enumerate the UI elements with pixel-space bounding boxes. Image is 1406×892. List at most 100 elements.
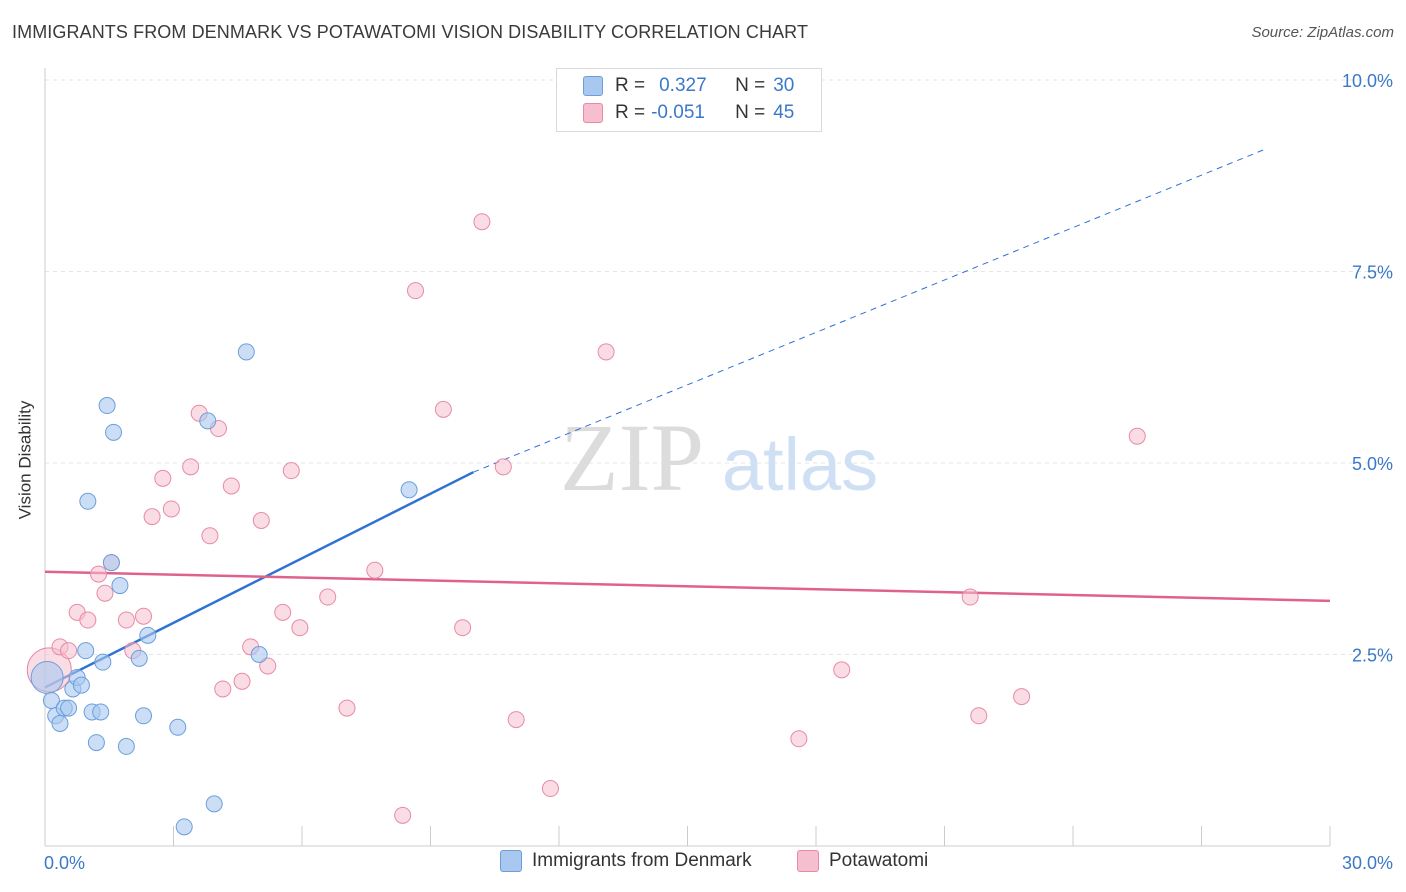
denmark-point [105,423,123,441]
potawatomi-point [135,607,153,625]
denmark-point [175,818,193,836]
potawatomi-point [60,642,78,660]
potawatomi-point [90,565,108,583]
potawatomi-point [319,588,337,606]
potawatomi-point [366,561,384,579]
potawatomi-point [291,619,309,637]
legend-n-label: N = [735,102,766,123]
denmark-point [139,626,157,644]
legend-r-value: 0.327 [659,75,707,96]
potawatomi-point [259,657,277,675]
potawatomi-point [214,680,232,698]
potawatomi-point [1013,688,1031,706]
legend-n-value: 45 [773,102,795,123]
potawatomi-point [494,458,512,476]
bottom-legend-denmark: Immigrants from Denmark [500,850,752,872]
denmark-point [205,795,223,813]
watermark-zip: ZIP [560,404,704,511]
trend-lines [44,148,1331,689]
denmark-point [135,707,153,725]
bottom-legend: Immigrants from Denmark Potawatomi [0,850,1406,878]
legend-swatch-denmark [583,76,603,96]
bottom-legend-label-denmark: Immigrants from Denmark [532,850,752,871]
watermark-atlas: atlas [722,423,878,506]
y-tick-label: 10.0% [1342,71,1393,91]
chart-title: IMMIGRANTS FROM DENMARK VS POTAWATOMI VI… [12,22,809,42]
grid-lines [45,79,1392,655]
denmark-point [51,714,69,732]
potawatomi-point [394,806,412,824]
source-note: Source: ZipAtlas.com [1251,24,1394,41]
legend-n-label: N = [735,75,766,96]
potawatomi-point [274,603,292,621]
potawatomi-point [162,500,180,518]
bottom-legend-swatch-denmark [500,850,522,872]
denmark-point [250,646,268,663]
denmark-point [30,660,64,694]
legend-swatch-potawatomi [583,103,603,123]
denmark-point [94,653,112,671]
y-axis-label: Vision Disability [15,400,35,520]
denmark-point [79,492,97,510]
potawatomi-point [143,508,161,526]
potawatomi-point [282,462,300,480]
denmark-point [77,642,95,660]
potawatomi-point [233,672,251,690]
potawatomi-point [454,619,472,637]
denmark-trend-line [44,471,474,689]
potawatomi-point [222,477,240,495]
y-tick-label: 2.5% [1352,646,1393,666]
bottom-legend-swatch-potawatomi [797,850,819,872]
potawatomi-point [117,611,135,629]
denmark-point [237,343,255,361]
y-axis-label-wrap: Vision Disability [10,300,40,620]
legend-n-value: 30 [773,75,795,96]
legend-r-label: R = [615,75,646,96]
denmark-point [111,577,129,595]
bottom-legend-potawatomi: Potawatomi [797,850,928,872]
denmark-point [199,412,217,430]
potawatomi-point [79,611,97,629]
denmark-point [98,397,116,415]
denmark-point [87,734,105,752]
potawatomi-point [338,699,356,717]
potawatomi-point [541,780,559,798]
denmark-point [102,554,120,572]
x-tick-label: 30.0% [1342,853,1393,873]
axes [44,68,1331,847]
potawatomi-point [201,527,219,545]
potawatomi-point [507,711,525,729]
potawatomi-point [961,588,979,606]
potawatomi-point [833,661,851,679]
potawatomi-point [473,213,491,231]
y-tick-label: 7.5% [1352,263,1393,283]
potawatomi-point [182,458,200,476]
watermark: ZIP atlas [560,404,878,511]
denmark-point [117,737,135,755]
legend-r-label: R = [615,102,646,123]
bottom-legend-label-potawatomi: Potawatomi [829,850,929,871]
potawatomi-point [790,730,808,748]
potawatomi-trend-line [44,570,1331,603]
legend-row-denmark: R = 0.327 N = 30 [583,74,794,98]
potawatomi-point [597,343,615,361]
y-tick-label: 5.0% [1352,454,1393,474]
series-potawatomi-points [26,213,1146,824]
potawatomi-point [1128,427,1146,445]
potawatomi-point [407,282,425,300]
potawatomi-point [96,584,114,602]
series-denmark-points [30,343,418,836]
tick-labels: 2.5% 5.0% 7.5% 10.0% 0.0% 30.0% [44,71,1393,873]
potawatomi-point [252,511,270,529]
potawatomi-point [154,469,172,487]
x-tick-label: 0.0% [44,853,85,873]
potawatomi-point [434,400,452,418]
denmark-point [169,718,187,736]
legend-row-potawatomi: R = -0.051 N = 45 [583,101,794,125]
denmark-point [60,699,78,717]
denmark-point [92,703,110,721]
legend-r-value: -0.051 [651,102,705,123]
denmark-point [130,649,148,667]
stats-legend: R = 0.327 N = 30 R = -0.051 N = 45 [556,68,822,132]
